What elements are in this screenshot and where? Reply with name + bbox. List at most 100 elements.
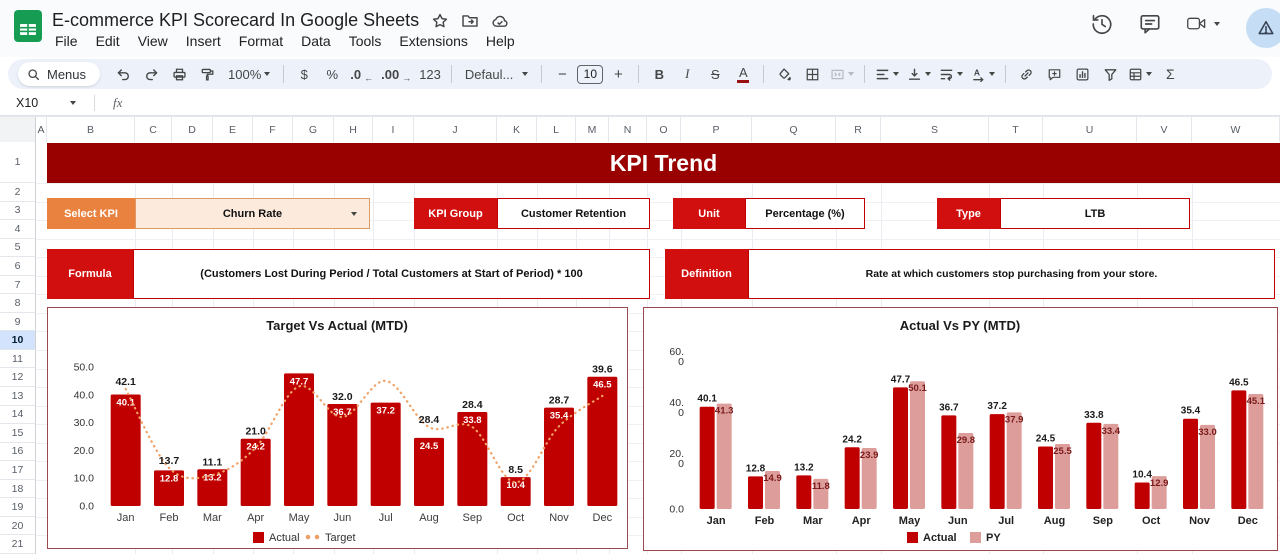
column-header-W[interactable]: W xyxy=(1192,117,1280,143)
insert-comment-button[interactable] xyxy=(1041,62,1067,86)
column-header-G[interactable]: G xyxy=(293,117,334,143)
redo-button[interactable] xyxy=(138,62,164,86)
format-percent-button[interactable]: % xyxy=(319,62,345,86)
google-sheets-logo[interactable] xyxy=(13,10,43,42)
column-header-R[interactable]: R xyxy=(836,117,881,143)
print-button[interactable] xyxy=(166,62,192,86)
move-to-folder-icon[interactable] xyxy=(461,12,479,30)
menus-search[interactable]: Menus xyxy=(18,62,101,86)
paint-format-button[interactable] xyxy=(194,62,220,86)
row-header-9[interactable]: 9 xyxy=(0,312,36,332)
row-header-21[interactable]: 21 xyxy=(0,535,36,554)
column-header-H[interactable]: H xyxy=(334,117,373,143)
row-header-14[interactable]: 14 xyxy=(0,405,36,425)
document-title[interactable]: E-commerce KPI Scorecard In Google Sheet… xyxy=(52,10,420,30)
menu-data[interactable]: Data xyxy=(301,33,331,49)
row-header-17[interactable]: 17 xyxy=(0,461,36,480)
column-header-U[interactable]: U xyxy=(1043,117,1137,143)
row-header-1[interactable]: 1 xyxy=(0,142,36,183)
vertical-align-button[interactable] xyxy=(904,62,934,86)
undo-button[interactable] xyxy=(110,62,136,86)
column-header-D[interactable]: D xyxy=(172,117,213,143)
row-header-3[interactable]: 3 xyxy=(0,201,36,221)
formula-input[interactable] xyxy=(122,91,1280,115)
row-header-10[interactable]: 10 xyxy=(0,331,36,350)
text-wrap-button[interactable] xyxy=(936,62,966,86)
column-header-O[interactable]: O xyxy=(647,117,681,143)
column-header-V[interactable]: V xyxy=(1137,117,1192,143)
column-header-S[interactable]: S xyxy=(881,117,989,143)
meet-video-icon[interactable] xyxy=(1186,12,1220,36)
name-box[interactable]: X10 xyxy=(0,96,86,110)
row-header-18[interactable]: 18 xyxy=(0,479,36,499)
functions-button[interactable]: Σ xyxy=(1157,62,1183,86)
horizontal-align-button[interactable] xyxy=(872,62,902,86)
star-icon[interactable] xyxy=(431,12,449,30)
create-filter-button[interactable] xyxy=(1097,62,1123,86)
more-formats-button[interactable]: 123 xyxy=(416,62,444,86)
text-color-button[interactable]: A xyxy=(730,62,756,86)
format-currency-button[interactable]: $ xyxy=(291,62,317,86)
row-header-6[interactable]: 6 xyxy=(0,257,36,276)
font-select[interactable]: Defaul... xyxy=(459,62,534,86)
row-header-16[interactable]: 16 xyxy=(0,442,36,462)
insert-link-button[interactable] xyxy=(1013,62,1039,86)
italic-button[interactable]: I xyxy=(674,62,700,86)
decrease-font-size-button[interactable]: − xyxy=(549,62,575,86)
menu-tools[interactable]: Tools xyxy=(348,33,382,49)
column-header-B[interactable]: B xyxy=(47,117,135,143)
actual-vs-py-chart[interactable]: Actual Vs PY (MTD) 60. 0 40. 0 20. 0 0.0 40.1 41.… xyxy=(643,307,1278,551)
row-header-15[interactable]: 15 xyxy=(0,424,36,443)
menu-edit[interactable]: Edit xyxy=(95,33,120,49)
column-header-M[interactable]: M xyxy=(576,117,609,143)
increase-font-size-button[interactable]: + xyxy=(605,62,631,86)
column-header-J[interactable]: J xyxy=(414,117,497,143)
menu-insert[interactable]: Insert xyxy=(185,33,221,49)
font-size-input[interactable]: 10 xyxy=(577,64,604,84)
merge-cells-button[interactable] xyxy=(827,62,857,86)
column-header-L[interactable]: L xyxy=(537,117,576,143)
column-header-K[interactable]: K xyxy=(497,117,537,143)
text-rotation-button[interactable]: A xyxy=(968,62,998,86)
column-header-T[interactable]: T xyxy=(989,117,1043,143)
column-header-P[interactable]: P xyxy=(681,117,752,143)
row-header-19[interactable]: 19 xyxy=(0,498,36,517)
account-warning-avatar[interactable] xyxy=(1246,8,1280,48)
row-header-11[interactable]: 11 xyxy=(0,349,36,369)
bold-button[interactable]: B xyxy=(646,62,672,86)
comments-icon[interactable] xyxy=(1138,12,1162,36)
cloud-status-icon[interactable] xyxy=(491,12,509,30)
select-all-corner[interactable] xyxy=(0,117,36,143)
column-header-F[interactable]: F xyxy=(253,117,293,143)
row-header-13[interactable]: 13 xyxy=(0,387,36,406)
column-header-A[interactable]: A xyxy=(36,117,47,143)
strikethrough-button[interactable]: S xyxy=(702,62,728,86)
row-header-5[interactable]: 5 xyxy=(0,238,36,258)
row-header-12[interactable]: 12 xyxy=(0,368,36,388)
menu-file[interactable]: File xyxy=(55,33,78,49)
select-kpi-dropdown[interactable]: Churn Rate xyxy=(135,198,370,229)
column-header-E[interactable]: E xyxy=(213,117,253,143)
row-header-7[interactable]: 7 xyxy=(0,275,36,295)
decrease-decimal-button[interactable]: .0 ← xyxy=(350,66,374,83)
column-header-N[interactable]: N xyxy=(609,117,647,143)
menu-view[interactable]: View xyxy=(137,33,168,49)
target-vs-actual-chart[interactable]: Target Vs Actual (MTD) 50.0 40.0 30.0 20.0 10… xyxy=(47,307,628,549)
increase-decimal-button[interactable]: .00 → xyxy=(381,66,412,83)
menu-format[interactable]: Format xyxy=(238,33,284,49)
column-header-C[interactable]: C xyxy=(135,117,172,143)
menu-help[interactable]: Help xyxy=(485,33,515,49)
row-header-20[interactable]: 20 xyxy=(0,516,36,536)
menu-extensions[interactable]: Extensions xyxy=(399,33,468,49)
zoom-select[interactable]: 100% xyxy=(222,62,276,86)
column-header-I[interactable]: I xyxy=(373,117,414,143)
version-history-icon[interactable] xyxy=(1090,12,1114,36)
insert-chart-button[interactable] xyxy=(1069,62,1095,86)
row-header-8[interactable]: 8 xyxy=(0,294,36,313)
row-header-4[interactable]: 4 xyxy=(0,220,36,239)
fill-color-button[interactable] xyxy=(771,62,797,86)
column-header-Q[interactable]: Q xyxy=(752,117,836,143)
borders-button[interactable] xyxy=(799,62,825,86)
table-views-button[interactable] xyxy=(1125,62,1155,86)
row-header-2[interactable]: 2 xyxy=(0,183,36,202)
